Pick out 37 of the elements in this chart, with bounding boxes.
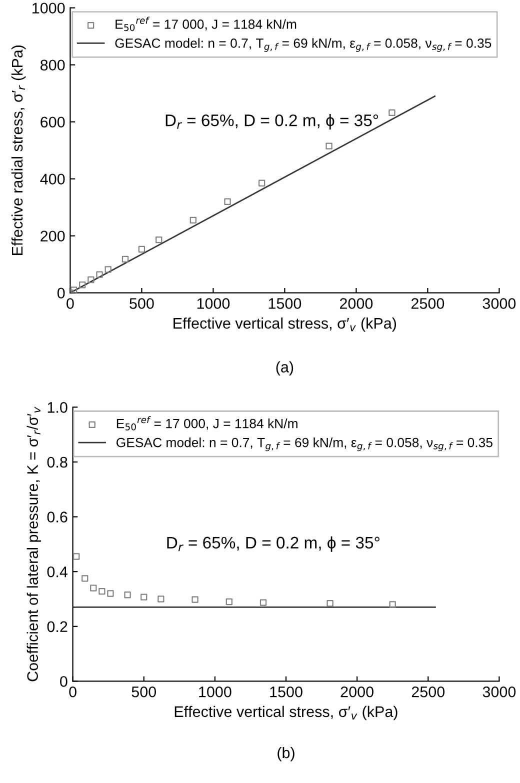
annotation: D$_{r}$ = 65%, D = 0.2 m, ϕ = 35° xyxy=(167,536,380,552)
x-tick-label: 2000 xyxy=(340,686,374,698)
legend-label: E$_{50}$$^{ref}$ = 17 000, J = 1184 kN/m xyxy=(116,416,298,430)
x-tick-label: 1000 xyxy=(197,298,230,309)
x-tick-label: 2500 xyxy=(412,686,445,698)
text: (b) xyxy=(278,746,294,762)
y-tick-label: 0.8 xyxy=(47,456,68,468)
y-tick-label: 0.2 xyxy=(47,621,68,632)
y-tick-label: 800 xyxy=(40,60,65,71)
x-axis-title: Effective vertical stress, σ′$_{v}$ (kPa) xyxy=(174,318,396,332)
x-tick-label: 3000 xyxy=(482,686,516,698)
y-tick-label: 400 xyxy=(40,174,65,185)
y-tick-label: 600 xyxy=(40,116,65,128)
x-tick-label: 0 xyxy=(69,686,76,698)
x-tick-label: 1500 xyxy=(268,298,302,309)
y-tick-label: 0 xyxy=(57,288,65,299)
y-tick-label: 0.6 xyxy=(47,512,68,522)
legend-label: E$_{50}$$^{ref}$ = 17 000, J = 1184 kN/m xyxy=(116,16,296,32)
legend-label: GESAC model: n = 0.7, T$_{g,f}$ = 69 kN/m, ε$_{g,f}$ = 0.058, ν$_{sg,f}$ = 0.35 xyxy=(115,38,492,52)
x-tick-label: 1000 xyxy=(199,686,232,698)
x-tick-label: 2500 xyxy=(411,298,444,309)
y-tick-label: 200 xyxy=(40,230,65,242)
x-tick-label: 3000 xyxy=(482,298,516,309)
y-tick-label: 0 xyxy=(60,676,68,687)
x-tick-label: 500 xyxy=(132,686,156,698)
y-tick-label: 1.0 xyxy=(48,402,68,413)
legend-label: GESAC model: n = 0.7, T$_{g,f}$ = 69 kN/m, ε$_{g,f}$ = 0.058, ν$_{sg,f}$ = 0.35 xyxy=(116,438,492,452)
x-tick-label: 2000 xyxy=(340,298,373,309)
y-axis-title: Effective radial stress, σ′$_{r}$ (kPa) xyxy=(11,45,26,255)
text: (a) xyxy=(276,361,294,376)
annotation: D$_{r}$ = 65%, D = 0.2 m, ϕ = 35° xyxy=(166,114,378,130)
y-tick-label: 1000 xyxy=(32,2,65,14)
x-axis-title: Effective vertical stress, σ′$_{v}$ (kPa) xyxy=(174,706,398,720)
y-tick-label: 0.4 xyxy=(47,566,68,578)
x-tick-label: 500 xyxy=(130,298,154,309)
y-axis-title: Coefficient of lateral pressure, K = σ′$_{r}$/σ′$_{v}$ xyxy=(26,406,42,682)
x-tick-label: 1500 xyxy=(270,686,302,698)
